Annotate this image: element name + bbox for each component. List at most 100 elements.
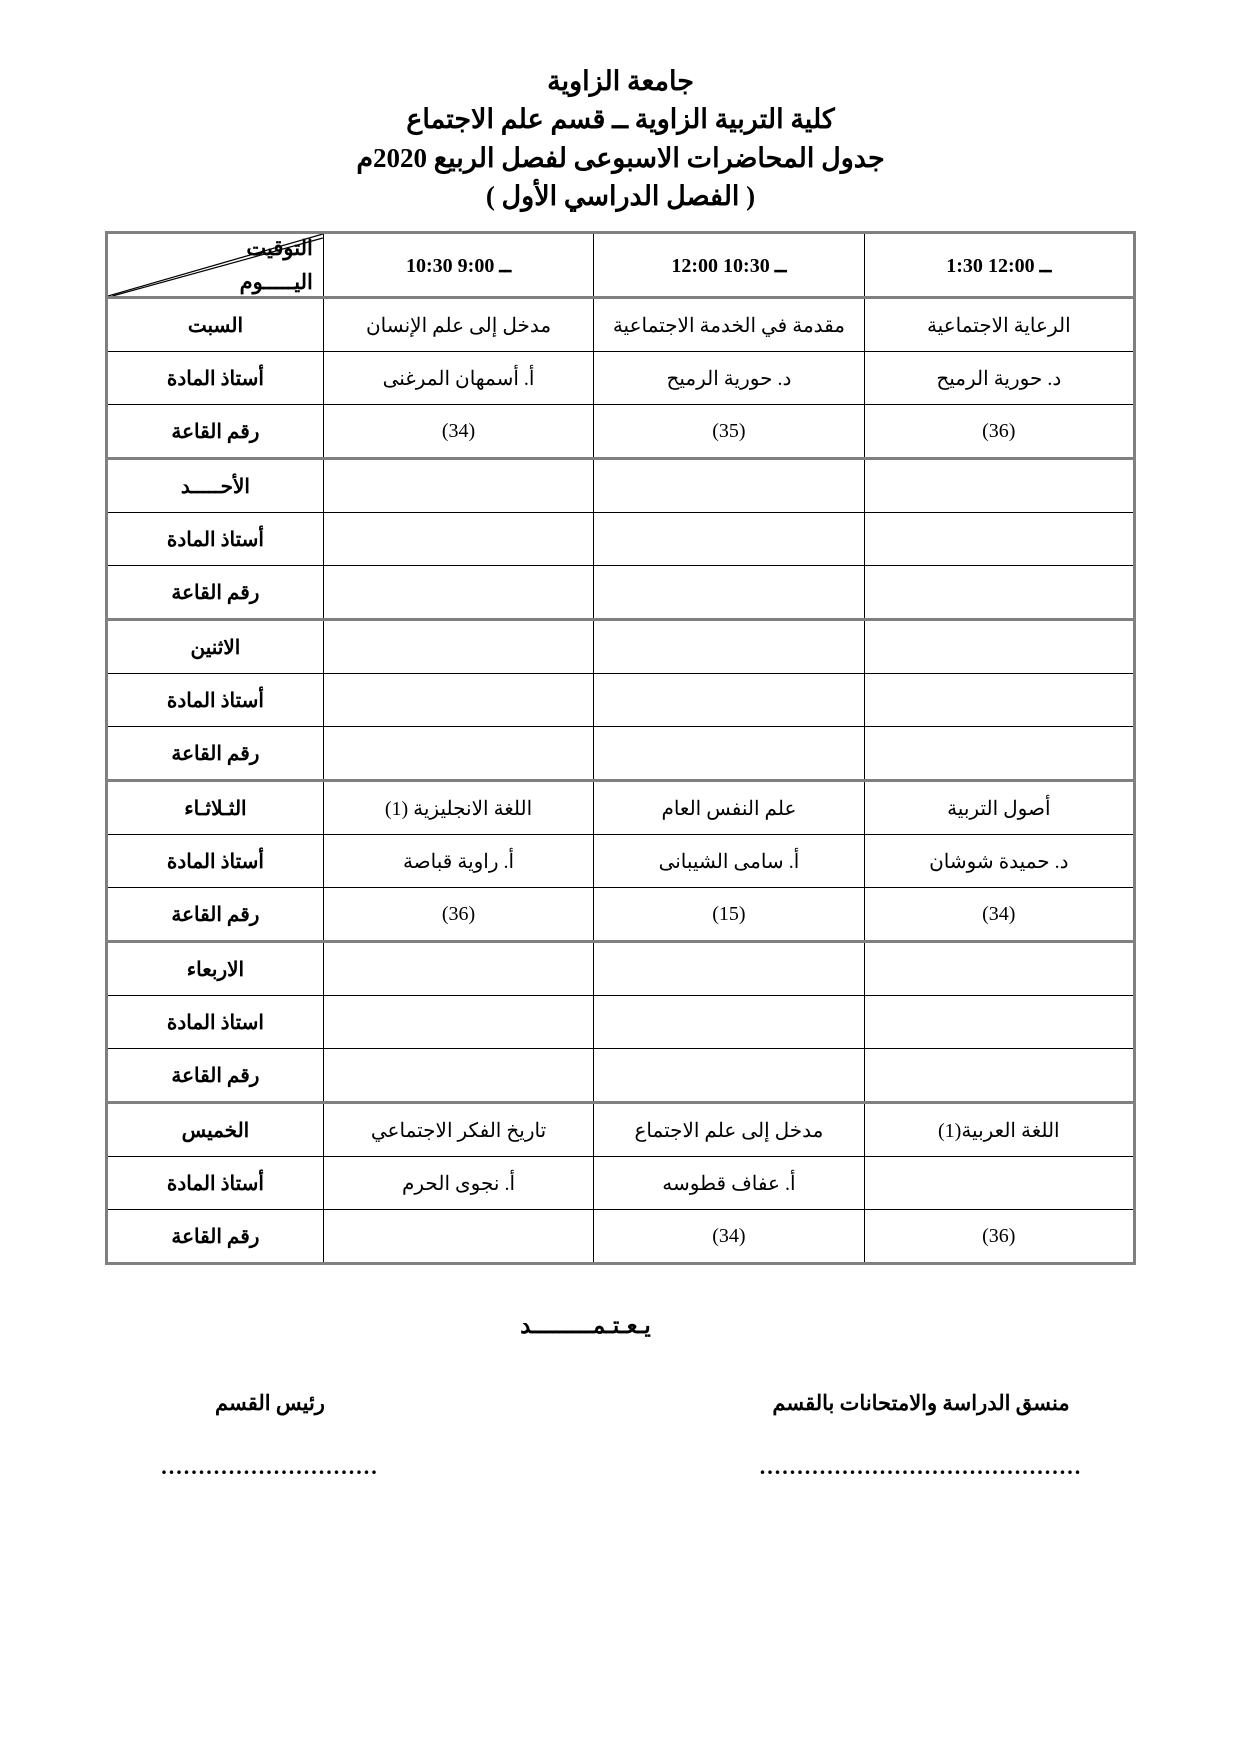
table-row: د. حميدة شوشان أ. سامى الشيبانى أ. راوية ق… — [106, 834, 1136, 889]
room-cell — [863, 726, 1136, 782]
corner-day-label: اليـــــوم — [239, 270, 313, 295]
subject-cell — [593, 940, 865, 997]
corner-header-cell: التوقيت اليـــــوم — [106, 232, 324, 299]
instructor-cell — [863, 1156, 1136, 1211]
term-subtitle: ( الفصل الدراسي الأول ) — [485, 180, 756, 211]
table-row: الرعاية الاجتماعية مقدمة في الخدمة الاجتم… — [106, 296, 1136, 353]
subject-cell — [593, 618, 865, 675]
table-row: أ. عفاف قطوسه أ. نجوى الحرم أستاذ المادة — [106, 1156, 1136, 1211]
instructor-row-label: أستاذ المادة — [106, 673, 324, 728]
subject-cell — [322, 940, 595, 997]
instructor-cell — [593, 512, 865, 567]
instructor-cell — [322, 995, 595, 1050]
head-signature-line: ............................. — [161, 1454, 379, 1480]
room-cell: (34) — [863, 887, 1136, 943]
signature-row: منسق الدراسة والامتحانات بالقسم ........… — [105, 1391, 1136, 1480]
table-row: (36) (35) (34) رقم القاعة — [106, 404, 1136, 460]
subject-cell — [863, 618, 1136, 675]
instructor-cell — [322, 673, 595, 728]
room-row-label: رقم القاعة — [106, 726, 324, 782]
room-cell — [322, 726, 595, 782]
room-cell — [863, 1048, 1136, 1104]
table-row: رقم القاعة — [106, 1048, 1136, 1104]
instructor-row-label: أستاذ المادة — [106, 1156, 324, 1211]
day-name-cell: الخميس — [106, 1101, 324, 1158]
corner-time-label: التوقيت — [246, 236, 313, 261]
room-cell: (15) — [593, 887, 865, 943]
subject-cell: الرعاية الاجتماعية — [863, 296, 1136, 353]
day-name-cell: الاثنين — [106, 618, 324, 675]
head-signature-block: رئيس القسم ............................. — [105, 1391, 435, 1480]
document-heading: جامعة الزاوية كلية التربية الزاوية ــ قس… — [105, 62, 1136, 215]
table-row: (34) (15) (36) رقم القاعة — [106, 887, 1136, 943]
room-cell: (36) — [322, 887, 595, 943]
instructor-cell — [593, 673, 865, 728]
instructor-cell: د. حميدة شوشان — [863, 834, 1136, 889]
subject-cell: أصول التربية — [863, 779, 1136, 836]
day-name-cell: الأحـــــد — [106, 457, 324, 514]
subject-cell — [863, 940, 1136, 997]
table-row: الأحـــــد — [106, 457, 1136, 514]
room-cell: (34) — [593, 1209, 865, 1265]
room-cell — [593, 1048, 865, 1104]
day-name-cell: السبت — [106, 296, 324, 353]
room-row-label: رقم القاعة — [106, 404, 324, 460]
table-row: أستاذ المادة — [106, 512, 1136, 567]
head-label: رئيس القسم — [215, 1391, 325, 1416]
instructor-cell — [863, 995, 1136, 1050]
table-row: الاربعاء — [106, 940, 1136, 997]
subject-cell: مقدمة في الخدمة الاجتماعية — [593, 296, 865, 353]
instructor-cell — [593, 995, 865, 1050]
weekly-schedule-table: 1:30 ــ 12:00 12:00 ــ 10:30 10:30 ــ 9:… — [105, 231, 1136, 1266]
instructor-row-label: أستاذ المادة — [106, 351, 324, 406]
instructor-row-label: استاذ المادة — [106, 995, 324, 1050]
faculty-department: كلية التربية الزاوية ــ قسم علم الاجتماع — [406, 104, 835, 135]
room-cell — [322, 1209, 595, 1265]
table-row: الاثنين — [106, 618, 1136, 675]
coordinator-label: منسق الدراسة والامتحانات بالقسم — [772, 1391, 1070, 1416]
subject-cell: تاريخ الفكر الاجتماعي — [322, 1101, 595, 1158]
table-header-row: 1:30 ــ 12:00 12:00 ــ 10:30 10:30 ــ 9:… — [106, 232, 1136, 299]
university-name: جامعة الزاوية — [547, 66, 694, 96]
room-cell — [322, 1048, 595, 1104]
instructor-row-label: أستاذ المادة — [106, 834, 324, 889]
time-header-3: 1:30 ــ 12:00 — [863, 232, 1136, 299]
approval-text: يـعـتـمـــــــــد — [520, 1313, 651, 1339]
instructor-cell: أ. سامى الشيبانى — [593, 834, 865, 889]
room-cell: (34) — [322, 404, 595, 460]
subject-cell: اللغة الانجليزية (1) — [322, 779, 595, 836]
room-row-label: رقم القاعة — [106, 565, 324, 621]
schedule-title: جدول المحاضرات الاسبوعى لفصل الربيع 2020… — [356, 142, 885, 173]
subject-cell — [593, 457, 865, 514]
subject-cell: علم النفس العام — [593, 779, 865, 836]
table-row: د. حورية الرميح د. حورية الرميح أ. أسمهان … — [106, 351, 1136, 406]
coordinator-signature-line: ........................................… — [759, 1454, 1083, 1480]
subject-cell — [322, 457, 595, 514]
coordinator-signature-block: منسق الدراسة والامتحانات بالقسم ........… — [706, 1391, 1136, 1480]
instructor-cell: أ. أسمهان المرغنى — [322, 351, 595, 406]
subject-cell — [863, 457, 1136, 514]
table-row: رقم القاعة — [106, 565, 1136, 621]
day-name-cell: الثـلاثـاء — [106, 779, 324, 836]
room-cell: (36) — [863, 1209, 1136, 1265]
instructor-cell: أ. عفاف قطوسه — [593, 1156, 865, 1211]
instructor-cell: أ. نجوى الحرم — [322, 1156, 595, 1211]
table-row: أصول التربية علم النفس العام اللغة الانجلي… — [106, 779, 1136, 836]
table-row: أستاذ المادة — [106, 673, 1136, 728]
instructor-cell: أ. راوية قباصة — [322, 834, 595, 889]
instructor-cell — [322, 512, 595, 567]
subject-cell: مدخل إلى علم الاجتماع — [593, 1101, 865, 1158]
room-cell — [863, 565, 1136, 621]
room-cell: (35) — [593, 404, 865, 460]
instructor-row-label: أستاذ المادة — [106, 512, 324, 567]
subject-cell — [322, 618, 595, 675]
room-row-label: رقم القاعة — [106, 887, 324, 943]
table-row: (36) (34) رقم القاعة — [106, 1209, 1136, 1265]
room-row-label: رقم القاعة — [106, 1048, 324, 1104]
room-cell — [593, 726, 865, 782]
day-name-cell: الاربعاء — [106, 940, 324, 997]
table-row: استاذ المادة — [106, 995, 1136, 1050]
room-row-label: رقم القاعة — [106, 1209, 324, 1265]
instructor-cell — [863, 673, 1136, 728]
instructor-cell — [863, 512, 1136, 567]
